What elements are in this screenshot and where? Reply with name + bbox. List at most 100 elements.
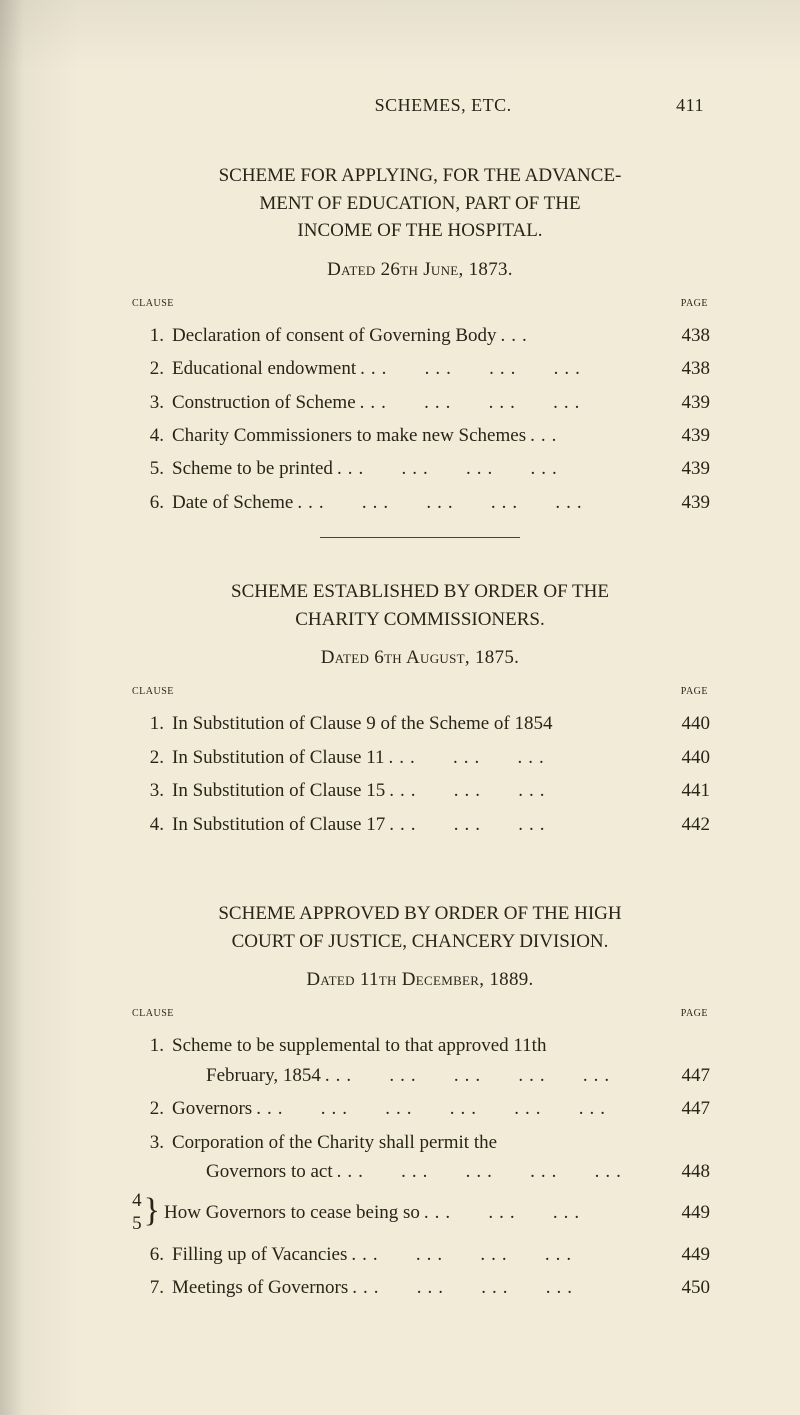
toc-page: 438 [662,321,710,350]
clause-label: clause [132,1005,174,1021]
section-scheme-charity-commissioners: SCHEME ESTABLISHED BY ORDER OF THE CHARI… [130,578,710,860]
toc-page: 442 [662,810,710,839]
leader-dots: ... ... ... ... [356,354,662,383]
leader-dots: ... ... ... [420,1198,662,1227]
title-line: SCHEME APPROVED BY ORDER OF THE HIGH [218,903,621,924]
toc-row: 3. In Substitution of Clause 15 ... ... … [130,776,710,805]
section-divider [320,537,520,538]
leader-dots: ... ... ... ... ... [293,488,662,517]
toc-row: 6. Filling up of Vacancies ... ... ... .… [130,1240,710,1269]
toc-num-brace: 4 5 } [130,1190,164,1236]
toc-label-wrap: In Substitution of Clause 11 ... ... ... [172,743,662,772]
toc-label: February, 1854 [206,1061,321,1090]
toc-row: 1. Scheme to be supplemental to that app… [130,1031,710,1090]
leader-dots: ... [526,421,662,450]
brace-num: 5 [130,1213,142,1236]
toc-num: 2. [130,743,172,772]
running-head-page-number: 411 [676,95,704,116]
leader-dots: ... ... ... ... ... [333,1157,662,1186]
section-scheme-education: SCHEME FOR APPLYING, FOR THE ADVANCE- ME… [130,162,710,538]
toc-label: Filling up of Vacancies [172,1240,347,1269]
title-line: CHARITY COMMISSIONERS. [295,609,545,630]
toc-num: 1. [130,321,172,350]
toc-num: 2. [130,354,172,383]
brace-num: 4 [130,1190,142,1213]
toc-row: 3. Corporation of the Charity shall perm… [130,1128,710,1187]
toc-list: 1. In Substitution of Clause 9 of the Sc… [130,709,710,839]
toc-list: 1. Scheme to be supplemental to that app… [130,1031,710,1303]
toc-num: 3. [130,776,172,805]
toc-row: 4. Charity Commissioners to make new Sch… [130,421,710,450]
toc-row: 1. Declaration of consent of Governing B… [130,321,710,350]
toc-page: 449 [662,1240,710,1269]
page-label: page [681,1005,708,1021]
toc-page: 438 [662,354,710,383]
toc-row: 1. In Substitution of Clause 9 of the Sc… [130,709,710,738]
toc-label: Scheme to be supplemental to that approv… [172,1031,546,1060]
toc-num: 4. [130,421,172,450]
toc-label: In Substitution of Clause 11 [172,743,385,772]
toc-page: 449 [662,1198,710,1227]
leader-dots: ... ... ... ... [348,1273,662,1302]
dated-line: Dated 11th December, 1889. [130,969,710,991]
dated-line: Dated 26th June, 1873. [130,259,710,281]
toc-page: 440 [662,709,710,738]
toc-label-wrap: Scheme to be printed ... ... ... ... [172,454,662,483]
toc-label-wrap: Date of Scheme ... ... ... ... ... [172,488,662,517]
toc-label: In Substitution of Clause 9 of the Schem… [172,709,552,738]
toc-row: 4. In Substitution of Clause 17 ... ... … [130,810,710,839]
toc-label: Declaration of consent of Governing Body [172,321,497,350]
clause-label: clause [132,295,174,311]
toc-page: 439 [662,421,710,450]
toc-row: 2. In Substitution of Clause 11 ... ... … [130,743,710,772]
section-title: SCHEME FOR APPLYING, FOR THE ADVANCE- ME… [130,162,710,245]
title-line: SCHEME FOR APPLYING, FOR THE ADVANCE- [219,165,622,186]
toc-num: 2. [130,1094,172,1123]
toc-label: In Substitution of Clause 15 [172,776,385,805]
clause-page-header: clause page [130,1005,710,1021]
toc-num: 4. [130,810,172,839]
toc-num: 5. [130,454,172,483]
toc-page: 440 [662,743,710,772]
toc-page: 450 [662,1273,710,1302]
toc-label: Educational endowment [172,354,356,383]
toc-page: 447 [662,1094,710,1123]
toc-row: 5. Scheme to be printed ... ... ... ... … [130,454,710,483]
leader-dots: ... ... ... [385,776,662,805]
leader-dots: ... ... ... ... ... [321,1061,662,1090]
toc-page: 448 [662,1157,710,1186]
toc-num: 7. [130,1273,172,1302]
running-head-title: SCHEMES, ETC. [375,95,512,116]
leader-dots: ... ... ... ... [347,1240,662,1269]
toc-label: How Governors to cease being so [164,1198,420,1227]
title-line: SCHEME ESTABLISHED BY ORDER OF THE [231,581,609,602]
section-title: SCHEME APPROVED BY ORDER OF THE HIGH COU… [130,900,710,955]
clause-label: clause [132,683,174,699]
toc-num: 6. [130,488,172,517]
toc-page: 441 [662,776,710,805]
toc-row: 2. Governors ... ... ... ... ... ... 447 [130,1094,710,1123]
title-line: MENT OF EDUCATION, PART OF THE [259,193,580,214]
brace-icon: } [142,1194,164,1228]
page-label: page [681,295,708,311]
toc-row: 7. Meetings of Governors ... ... ... ...… [130,1273,710,1302]
toc-label-wrap: Educational endowment ... ... ... ... [172,354,662,383]
toc-label-wrap: Charity Commissioners to make new Scheme… [172,421,662,450]
leader-dots: ... ... ... ... ... ... [252,1094,662,1123]
toc-label: Construction of Scheme [172,388,356,417]
toc-page: 447 [662,1061,710,1090]
toc-label: Governors [172,1094,252,1123]
toc-label: Date of Scheme [172,488,293,517]
toc-page: 439 [662,388,710,417]
page-label: page [681,683,708,699]
toc-num: 6. [130,1240,172,1269]
leader-dots: ... ... ... [385,743,662,772]
section-scheme-high-court: SCHEME APPROVED BY ORDER OF THE HIGH COU… [130,900,710,1303]
toc-label-wrap: Governors ... ... ... ... ... ... [172,1094,662,1123]
toc-label: In Substitution of Clause 17 [172,810,385,839]
toc-label: Corporation of the Charity shall permit … [172,1128,497,1157]
toc-row-brace: 4 5 } How Governors to cease being so ..… [130,1190,710,1236]
toc-label: Scheme to be printed [172,454,333,483]
toc-label-wrap: Declaration of consent of Governing Body… [172,321,662,350]
section-title: SCHEME ESTABLISHED BY ORDER OF THE CHARI… [130,578,710,633]
